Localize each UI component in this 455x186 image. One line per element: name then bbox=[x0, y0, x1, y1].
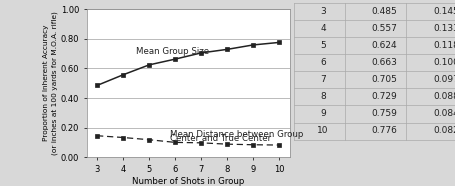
Text: 0.145: 0.145 bbox=[433, 7, 455, 16]
Text: 7: 7 bbox=[319, 75, 325, 84]
Text: 0.557: 0.557 bbox=[370, 24, 396, 33]
Text: 0.729: 0.729 bbox=[370, 92, 396, 101]
Text: 0.097: 0.097 bbox=[433, 75, 455, 84]
Text: Mean Distance between Group: Mean Distance between Group bbox=[170, 130, 303, 139]
Text: Mean Group Size: Mean Group Size bbox=[136, 47, 209, 56]
Text: 0.663: 0.663 bbox=[370, 58, 396, 67]
Text: 0.084: 0.084 bbox=[433, 109, 455, 118]
Text: 0.082: 0.082 bbox=[433, 126, 455, 135]
Text: 0.624: 0.624 bbox=[370, 41, 396, 50]
Text: 0.485: 0.485 bbox=[370, 7, 396, 16]
Y-axis label: Proportion of Inherent Accuracy
(or inches at 100 yards for M.O.A. rifle): Proportion of Inherent Accuracy (or inch… bbox=[43, 11, 58, 155]
Text: 0.705: 0.705 bbox=[370, 75, 396, 84]
Text: 6: 6 bbox=[319, 58, 325, 67]
Text: 0.118: 0.118 bbox=[433, 41, 455, 50]
Text: Center and True Center: Center and True Center bbox=[170, 134, 270, 143]
X-axis label: Number of Shots in Group: Number of Shots in Group bbox=[131, 177, 244, 186]
Text: 0.100: 0.100 bbox=[433, 58, 455, 67]
Text: 0.088: 0.088 bbox=[433, 92, 455, 101]
Text: 8: 8 bbox=[319, 92, 325, 101]
Text: 5: 5 bbox=[319, 41, 325, 50]
Text: 10: 10 bbox=[317, 126, 328, 135]
Text: 0.776: 0.776 bbox=[370, 126, 396, 135]
Text: 4: 4 bbox=[319, 24, 325, 33]
Text: 9: 9 bbox=[319, 109, 325, 118]
Text: 3: 3 bbox=[319, 7, 325, 16]
Text: 0.133: 0.133 bbox=[433, 24, 455, 33]
Text: 0.759: 0.759 bbox=[370, 109, 396, 118]
